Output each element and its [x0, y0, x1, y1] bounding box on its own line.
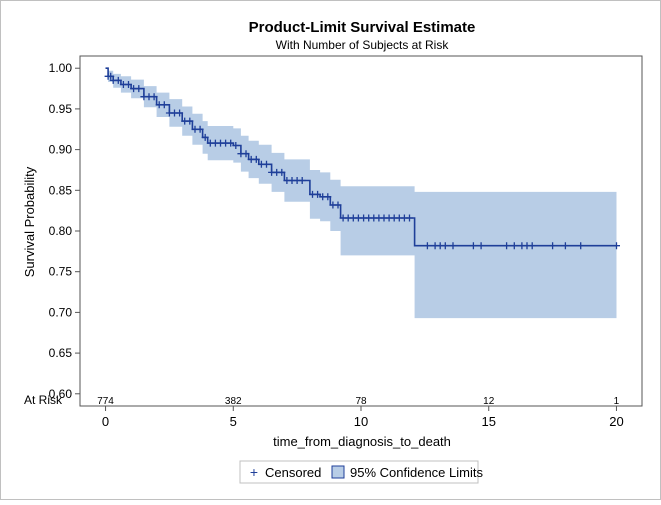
- confidence-band-swatch-icon: [331, 465, 345, 479]
- censored-mark: [278, 168, 286, 176]
- at-risk-count: 1: [614, 396, 620, 407]
- censored-mark: [613, 242, 620, 250]
- censored-marks-layer: [104, 72, 620, 250]
- censored-mark: [150, 93, 158, 101]
- censored-mark: [423, 242, 431, 250]
- censored-mark: [441, 242, 449, 250]
- censored-mark: [186, 117, 194, 125]
- at-risk-count: 774: [97, 396, 114, 407]
- y-tick-label: 0.90: [49, 143, 73, 157]
- at-risk-label: At Risk: [24, 393, 63, 407]
- y-tick-label: 0.95: [49, 102, 73, 116]
- censored-mark: [477, 242, 485, 250]
- x-tick-label: 10: [354, 414, 368, 429]
- legend-label-confidence: 95% Confidence Limits: [350, 465, 483, 480]
- censored-mark: [242, 150, 250, 158]
- censored-mark: [549, 242, 557, 250]
- censored-mark: [577, 242, 585, 250]
- censored-mark: [160, 101, 168, 109]
- y-tick-label: 0.80: [49, 224, 73, 238]
- y-axis: 0.60 0.65 0.70 0.75 0.80 0.85 0.90 0.95 1.00: [49, 61, 80, 401]
- censored-mark: [196, 125, 204, 133]
- censored-mark: [324, 193, 332, 201]
- legend-label-censored: Censored: [265, 465, 321, 480]
- y-tick-label: 0.65: [49, 346, 73, 360]
- censored-mark: [107, 72, 115, 80]
- censored-mark: [334, 201, 342, 209]
- censored-mark: [298, 177, 306, 184]
- confidence-band: [105, 68, 617, 319]
- y-tick-label: 0.75: [49, 265, 73, 279]
- y-tick-label: 0.60: [49, 387, 73, 401]
- y-axis-title: Survival Probability: [22, 166, 37, 277]
- censored-mark: [406, 214, 413, 222]
- x-tick-label: 15: [481, 414, 495, 429]
- y-tick-label: 0.85: [49, 183, 73, 197]
- censored-mark: [503, 242, 511, 250]
- x-axis-title: time_from_diagnosis_to_death: [273, 434, 451, 449]
- censored-mark: [227, 139, 235, 147]
- x-axis: 0 5 10 15 20: [102, 406, 624, 429]
- censored-mark: [125, 81, 132, 88]
- chart-subtitle: With Number of Subjects at Risk: [276, 38, 450, 52]
- censored-mark: [176, 109, 184, 117]
- censored-mark: [263, 160, 270, 168]
- censored-mark: [561, 242, 569, 250]
- at-risk-row: At Risk 774 382 78 12 1: [24, 393, 620, 407]
- x-tick-label: 0: [102, 414, 109, 429]
- x-tick-label: 20: [609, 414, 623, 429]
- censored-mark: [232, 142, 240, 149]
- chart-title: Product-Limit Survival Estimate: [249, 19, 476, 36]
- censored-mark: [528, 242, 536, 250]
- x-tick-label: 5: [230, 414, 237, 429]
- censored-mark: [201, 133, 209, 141]
- censored-mark: [469, 242, 477, 250]
- y-tick-label: 1.00: [49, 61, 73, 75]
- censored-mark: [135, 85, 143, 93]
- censored-mark: [510, 242, 518, 250]
- censored-mark: [114, 76, 122, 84]
- y-tick-label: 0.70: [49, 305, 73, 319]
- censored-mark: [252, 155, 260, 163]
- censored-marker-icon: +: [250, 464, 258, 480]
- legend: + Censored 95% Confidence Limits: [239, 460, 483, 484]
- censored-mark: [314, 190, 322, 198]
- censored-mark: [449, 242, 457, 250]
- at-risk-count: 78: [355, 396, 367, 407]
- at-risk-count: 382: [225, 396, 242, 407]
- at-risk-count: 12: [483, 396, 495, 407]
- confidence-band-layer: [105, 68, 617, 319]
- legend-box: [239, 460, 479, 484]
